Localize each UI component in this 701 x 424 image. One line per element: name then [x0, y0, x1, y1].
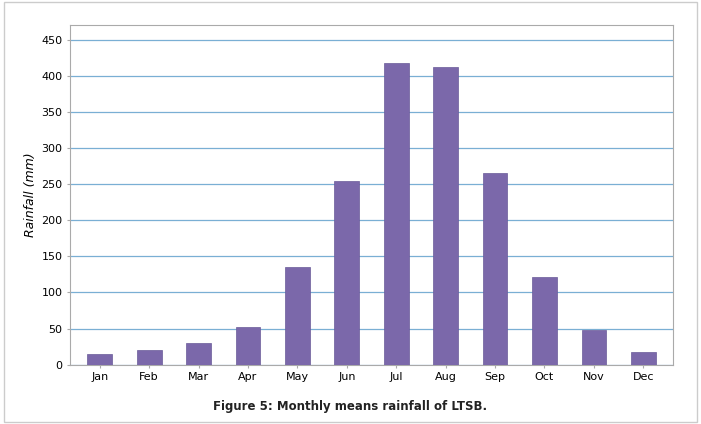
Bar [384, 63, 409, 365]
Bar [236, 327, 260, 365]
Bar [483, 173, 508, 365]
Bar [334, 181, 359, 365]
Bar [532, 276, 557, 365]
Bar [285, 267, 310, 365]
Y-axis label: Rainfall (mm): Rainfall (mm) [24, 153, 37, 237]
Bar [186, 343, 211, 365]
Bar [88, 354, 112, 365]
Bar [631, 351, 655, 365]
Text: Figure 5: Monthly means rainfall of LTSB.: Figure 5: Monthly means rainfall of LTSB… [213, 400, 488, 413]
Bar [433, 67, 458, 365]
Bar [137, 350, 161, 365]
Bar [582, 330, 606, 365]
